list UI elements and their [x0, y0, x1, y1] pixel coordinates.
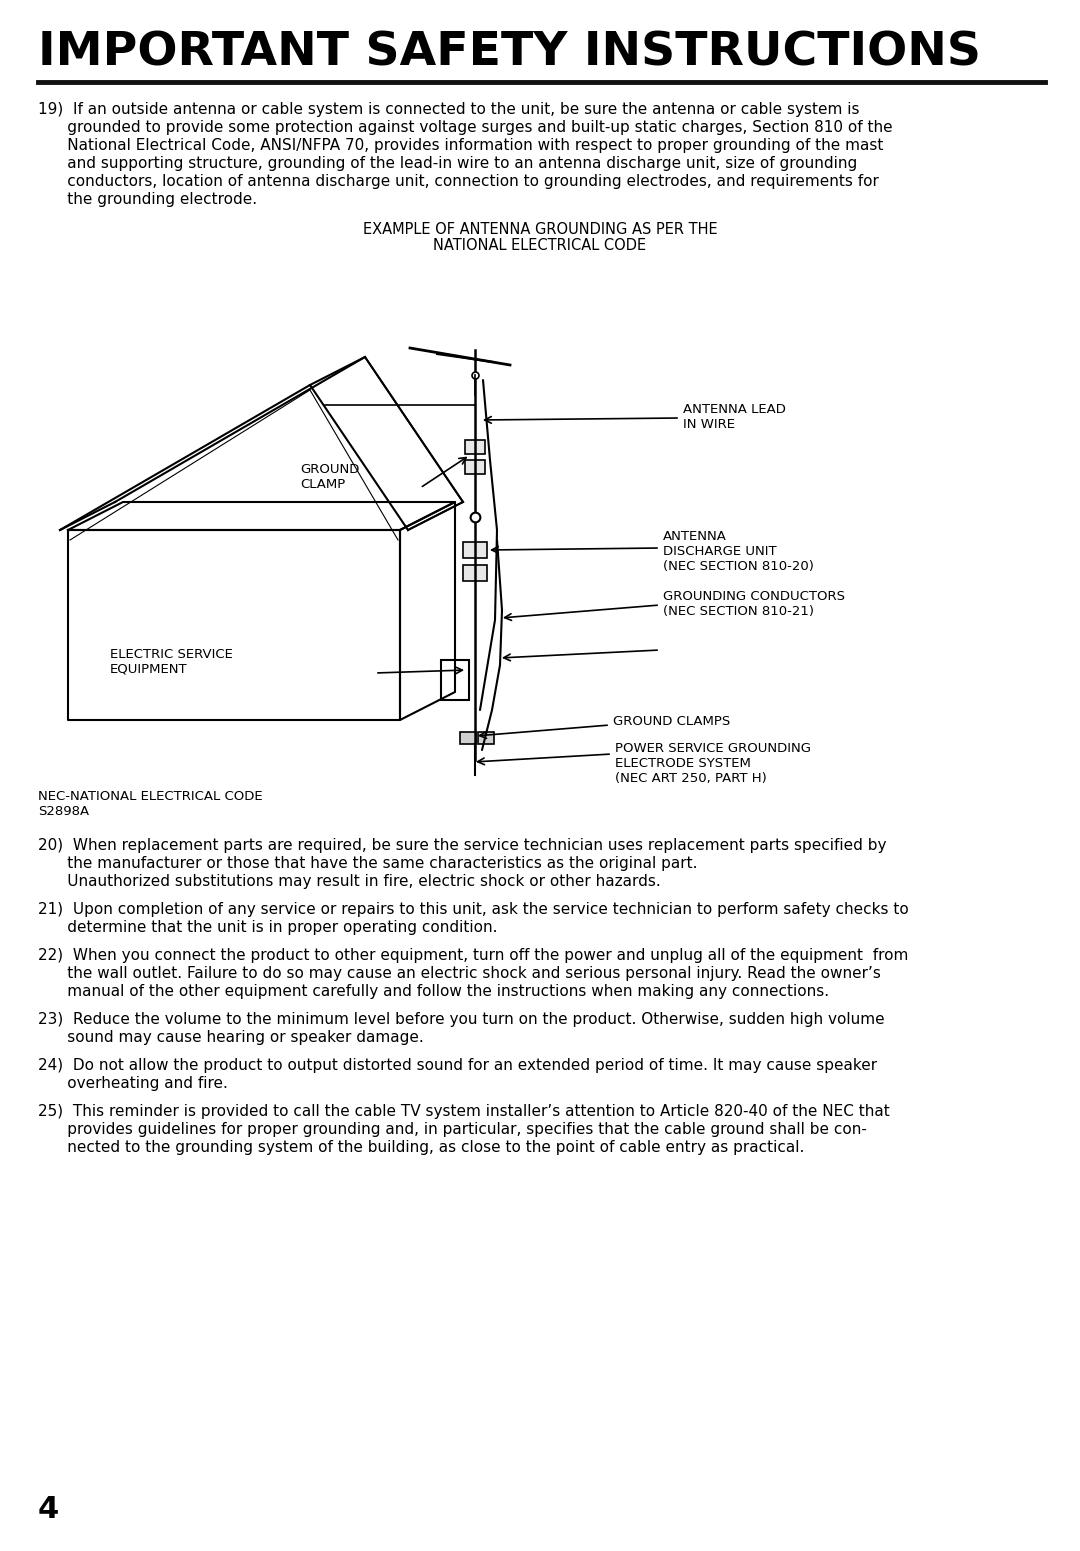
- Text: conductors, location of antenna discharge unit, connection to grounding electrod: conductors, location of antenna discharg…: [38, 174, 879, 189]
- Text: GROUNDING CONDUCTORS
(NEC SECTION 810-21): GROUNDING CONDUCTORS (NEC SECTION 810-21…: [663, 589, 845, 617]
- Text: the grounding electrode.: the grounding electrode.: [38, 192, 257, 206]
- Text: overheating and fire.: overheating and fire.: [38, 1076, 228, 1090]
- Text: Unauthorized substitutions may result in fire, electric shock or other hazards.: Unauthorized substitutions may result in…: [38, 875, 661, 889]
- Text: POWER SERVICE GROUNDING
ELECTRODE SYSTEM
(NEC ART 250, PART H): POWER SERVICE GROUNDING ELECTRODE SYSTEM…: [615, 741, 811, 785]
- Text: NATIONAL ELECTRICAL CODE: NATIONAL ELECTRICAL CODE: [433, 237, 647, 253]
- Text: nected to the grounding system of the building, as close to the point of cable e: nected to the grounding system of the bu…: [38, 1140, 805, 1155]
- Text: GROUND CLAMPS: GROUND CLAMPS: [613, 715, 730, 727]
- Text: IMPORTANT SAFETY INSTRUCTIONS: IMPORTANT SAFETY INSTRUCTIONS: [38, 29, 981, 74]
- Bar: [463, 541, 487, 558]
- Text: determine that the unit is in proper operating condition.: determine that the unit is in proper ope…: [38, 920, 498, 935]
- Text: manual of the other equipment carefully and follow the instructions when making : manual of the other equipment carefully …: [38, 983, 829, 999]
- Text: 23)  Reduce the volume to the minimum level before you turn on the product. Othe: 23) Reduce the volume to the minimum lev…: [38, 1011, 885, 1027]
- Text: and supporting structure, grounding of the lead-in wire to an antenna discharge : and supporting structure, grounding of t…: [38, 157, 858, 171]
- Text: 19)  If an outside antenna or cable system is connected to the unit, be sure the: 19) If an outside antenna or cable syste…: [38, 102, 860, 116]
- Bar: [460, 732, 476, 744]
- Bar: [478, 732, 494, 744]
- Bar: [441, 661, 469, 700]
- Text: GROUND
CLAMP: GROUND CLAMP: [300, 464, 360, 492]
- Text: sound may cause hearing or speaker damage.: sound may cause hearing or speaker damag…: [38, 1030, 423, 1045]
- Text: grounded to provide some protection against voltage surges and built-up static c: grounded to provide some protection agai…: [38, 119, 893, 135]
- Text: ANTENNA
DISCHARGE UNIT
(NEC SECTION 810-20): ANTENNA DISCHARGE UNIT (NEC SECTION 810-…: [663, 530, 814, 572]
- Text: ANTENNA LEAD
IN WIRE: ANTENNA LEAD IN WIRE: [683, 403, 786, 431]
- Text: National Electrical Code, ANSI/NFPA 70, provides information with respect to pro: National Electrical Code, ANSI/NFPA 70, …: [38, 138, 883, 154]
- Text: 22)  When you connect the product to other equipment, turn off the power and unp: 22) When you connect the product to othe…: [38, 948, 908, 963]
- Text: EXAMPLE OF ANTENNA GROUNDING AS PER THE: EXAMPLE OF ANTENNA GROUNDING AS PER THE: [363, 222, 717, 237]
- Bar: [465, 461, 485, 475]
- Bar: [465, 440, 485, 454]
- Text: 25)  This reminder is provided to call the cable TV system installer’s attention: 25) This reminder is provided to call th…: [38, 1104, 890, 1118]
- Text: provides guidelines for proper grounding and, in particular, specifies that the : provides guidelines for proper grounding…: [38, 1121, 867, 1137]
- Text: the wall outlet. Failure to do so may cause an electric shock and serious person: the wall outlet. Failure to do so may ca…: [38, 966, 881, 980]
- Text: 20)  When replacement parts are required, be sure the service technician uses re: 20) When replacement parts are required,…: [38, 838, 887, 853]
- Text: 21)  Upon completion of any service or repairs to this unit, ask the service tec: 21) Upon completion of any service or re…: [38, 903, 908, 917]
- Text: 24)  Do not allow the product to output distorted sound for an extended period o: 24) Do not allow the product to output d…: [38, 1058, 877, 1073]
- Text: ELECTRIC SERVICE
EQUIPMENT: ELECTRIC SERVICE EQUIPMENT: [110, 648, 233, 676]
- Text: NEC-NATIONAL ELECTRICAL CODE
S2898A: NEC-NATIONAL ELECTRICAL CODE S2898A: [38, 789, 262, 817]
- Bar: [463, 565, 487, 582]
- Text: 4: 4: [38, 1495, 59, 1525]
- Text: the manufacturer or those that have the same characteristics as the original par: the manufacturer or those that have the …: [38, 856, 698, 872]
